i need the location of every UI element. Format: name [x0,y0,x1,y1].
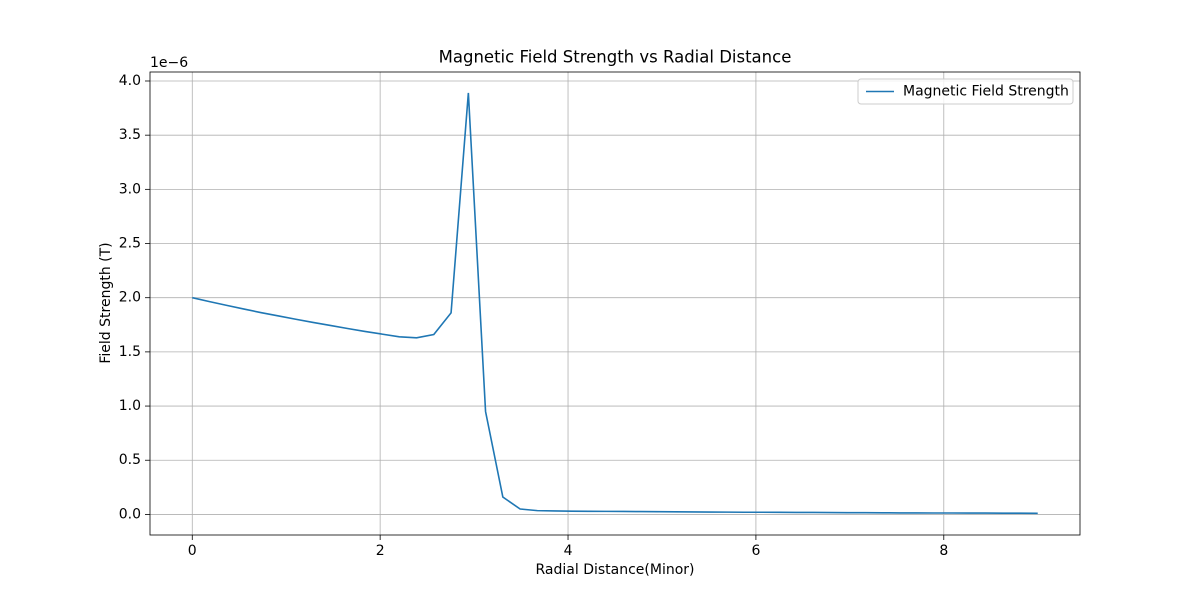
y-offset-label: 1e−6 [150,55,188,71]
legend-box [857,78,1074,105]
y-tick-label: 3.0 [119,181,141,197]
y-tick-label: 0.5 [119,452,141,468]
x-axis-label: Radial Distance(Minor) [536,562,695,578]
y-tick-label: 3.5 [119,127,141,143]
x-tick-label: 6 [751,543,760,559]
x-tick-label: 4 [564,543,573,559]
y-tick-label: 2.0 [119,290,141,306]
y-tick-label: 1.0 [119,398,141,414]
chart-title: Magnetic Field Strength vs Radial Distan… [439,48,792,67]
y-tick-label: 1.5 [119,344,141,360]
x-tick-label: 0 [188,543,197,559]
legend-label: Magnetic Field Strength [903,84,1069,100]
plot-frame [149,71,1081,536]
y-axis-label: Field Strength (T) [98,242,114,363]
y-tick-label: 4.0 [119,73,141,89]
x-tick-label: 8 [939,543,948,559]
y-tick-label: 2.5 [119,236,141,252]
y-tick-label: 0.0 [119,506,141,522]
x-tick-label: 2 [376,543,385,559]
data-line [192,92,1038,515]
